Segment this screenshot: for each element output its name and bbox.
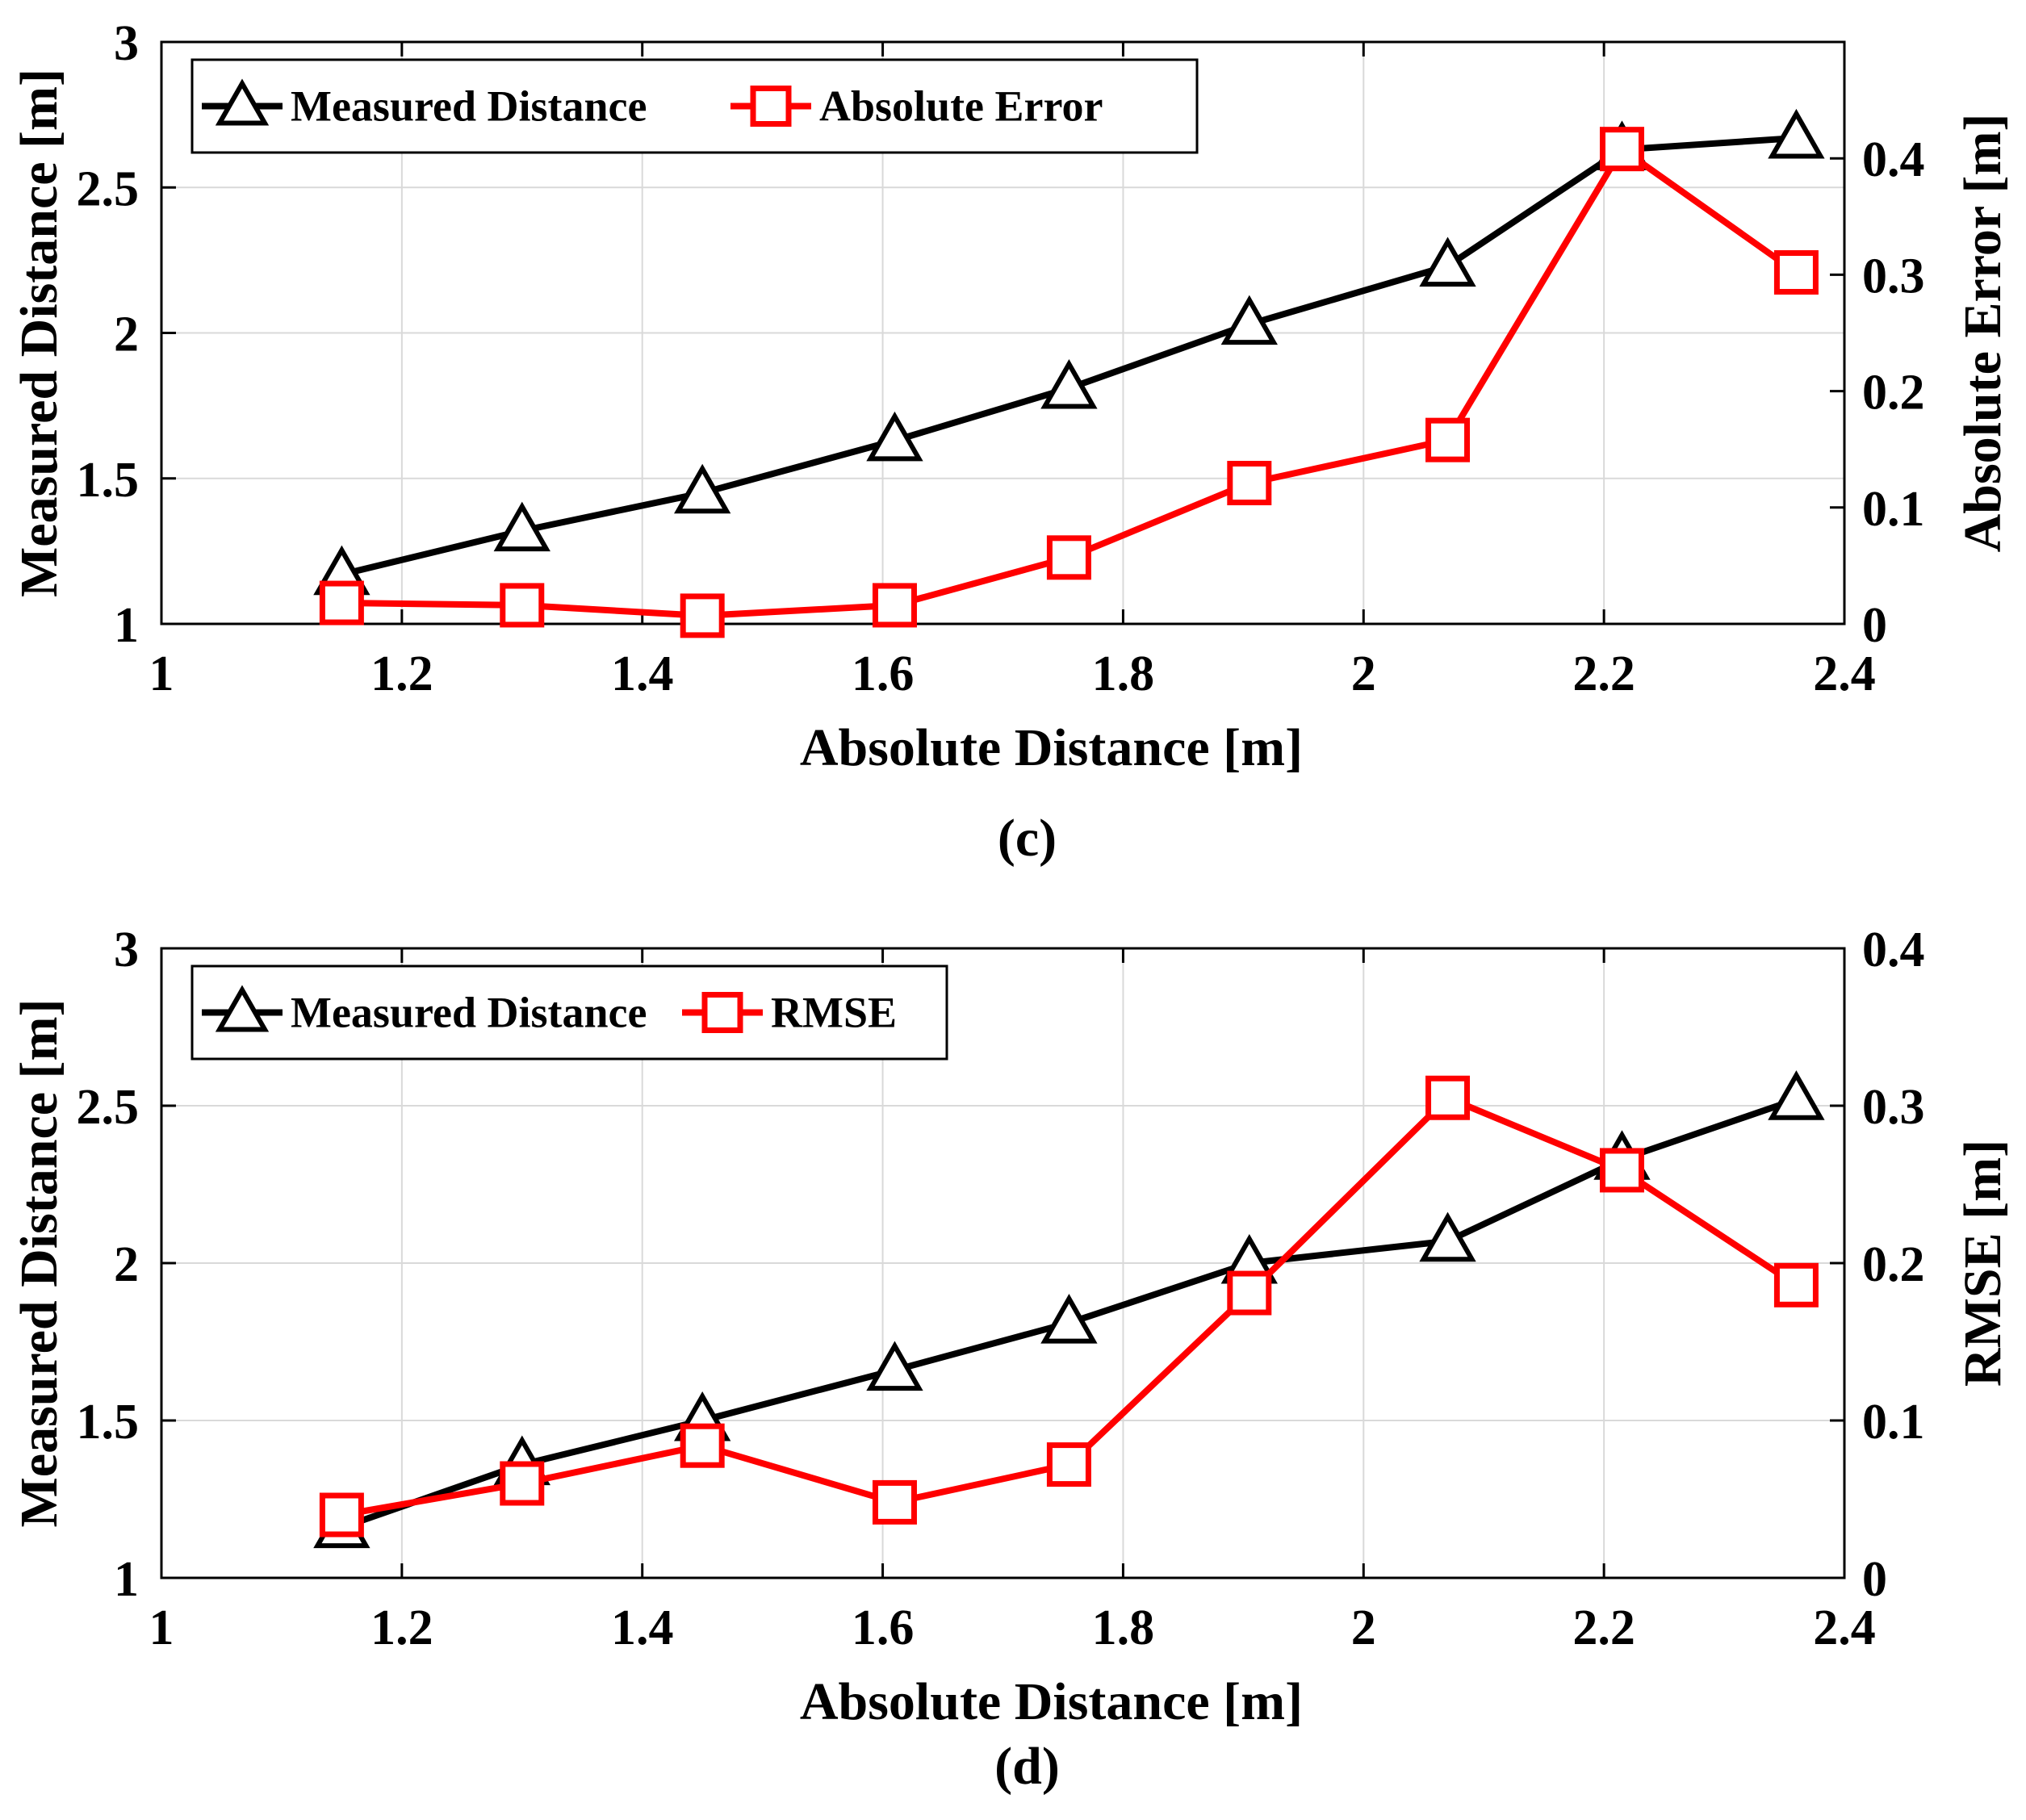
x-tick-label: 2.2 bbox=[1572, 646, 1635, 701]
y-axis-label: Measured Distance [m] bbox=[10, 999, 69, 1528]
x-tick-label: 1.2 bbox=[370, 1600, 433, 1655]
x-axis-label: Absolute Distance [m] bbox=[800, 1672, 1303, 1731]
square-marker bbox=[1046, 1442, 1091, 1487]
x-tick-label: 2.4 bbox=[1813, 646, 1876, 701]
panel-caption: (d) bbox=[994, 1737, 1060, 1796]
y-tick-label: 1.5 bbox=[77, 1395, 140, 1450]
y2-axis-label: Absolute Error [m] bbox=[1953, 114, 2012, 553]
y2-tick-label: 0 bbox=[1862, 1552, 1887, 1607]
y-tick-label: 3 bbox=[114, 923, 139, 977]
x-tick-label: 1.8 bbox=[1092, 646, 1155, 701]
square-marker bbox=[1773, 250, 1819, 295]
x-tick-label: 1 bbox=[149, 646, 174, 701]
y2-tick-label: 0.3 bbox=[1862, 1080, 1925, 1135]
triangle-marker bbox=[1768, 1070, 1825, 1120]
y2-tick-label: 0.1 bbox=[1862, 482, 1925, 537]
y-tick-label: 2 bbox=[114, 1237, 139, 1292]
y2-tick-label: 0.4 bbox=[1862, 132, 1925, 187]
triangle-marker bbox=[1419, 236, 1476, 287]
triangle-marker bbox=[674, 463, 731, 514]
square-marker bbox=[1599, 127, 1644, 172]
square-marker bbox=[1227, 461, 1272, 506]
triangle-marker bbox=[1040, 358, 1098, 409]
x-axis-label: Absolute Distance [m] bbox=[800, 718, 1303, 777]
panel-caption: (c) bbox=[998, 809, 1057, 868]
x-tick-label: 1 bbox=[149, 1600, 174, 1655]
y-tick-label: 1 bbox=[114, 598, 139, 653]
legend-label: RMSE bbox=[771, 989, 897, 1037]
x-tick-label: 1.2 bbox=[370, 646, 433, 701]
x-tick-label: 2.4 bbox=[1813, 1600, 1876, 1655]
square-marker bbox=[1425, 1075, 1471, 1120]
legend-triangle-icon bbox=[215, 985, 270, 1032]
grid bbox=[161, 948, 1844, 1578]
square-marker bbox=[1599, 1148, 1644, 1193]
square-marker bbox=[500, 1461, 545, 1506]
legend-triangle-icon bbox=[215, 78, 270, 126]
y2-tick-label: 0.1 bbox=[1862, 1395, 1925, 1450]
y-axis-label: Measured Distance [m] bbox=[10, 69, 69, 597]
square-marker bbox=[1046, 535, 1091, 580]
triangle-marker bbox=[1768, 108, 1825, 159]
square-marker bbox=[1425, 417, 1471, 462]
legend: Measured Distance Absolute Error bbox=[190, 58, 1199, 154]
triangle-marker bbox=[1220, 295, 1278, 345]
square-marker bbox=[680, 1423, 725, 1468]
series-rmse bbox=[319, 1075, 1819, 1538]
x-tick-label: 1.4 bbox=[611, 1600, 674, 1655]
y2-tick-label: 0.2 bbox=[1862, 1237, 1925, 1292]
square-marker bbox=[1227, 1270, 1272, 1316]
legend-box bbox=[190, 58, 1199, 154]
x-tick-label: 1.8 bbox=[1092, 1600, 1155, 1655]
chart-panel-d: 1 1.2 1.4 1.6 1.8 2 2.2 2.4 1 1.5 2 2.5 3 0 0.1 0.2 0.3 0… bbox=[10, 923, 2012, 1796]
square-marker bbox=[319, 580, 364, 625]
x-tick-label: 2 bbox=[1351, 1600, 1376, 1655]
triangle-marker bbox=[493, 501, 550, 552]
x-tick-label: 1.6 bbox=[852, 1600, 915, 1655]
triangle-marker bbox=[1040, 1294, 1098, 1344]
y2-tick-label: 0.4 bbox=[1862, 923, 1925, 977]
y2-tick-label: 0.3 bbox=[1862, 249, 1925, 303]
chart-panel-c: 1 1.2 1.4 1.6 1.8 2 2.2 2.4 1 1.5 2 2.5 3 0 0.1 0.2 0.3 0… bbox=[10, 16, 2012, 868]
square-marker bbox=[1773, 1262, 1819, 1307]
x-tick-label: 1.4 bbox=[611, 646, 674, 701]
y-tick-label: 2.5 bbox=[77, 1080, 140, 1135]
y-tick-label: 1.5 bbox=[77, 453, 140, 508]
legend-box bbox=[190, 964, 948, 1061]
y-tick-label: 2 bbox=[114, 308, 139, 362]
triangle-marker bbox=[1419, 1211, 1476, 1262]
series-measured-distance bbox=[313, 108, 1825, 596]
x-tick-label: 2 bbox=[1351, 646, 1376, 701]
square-marker bbox=[872, 1479, 917, 1525]
x-tick-label: 2.2 bbox=[1572, 1600, 1635, 1655]
legend-label: Measured Distance bbox=[291, 989, 647, 1037]
triangle-marker bbox=[866, 411, 923, 462]
legend-square-icon bbox=[701, 992, 743, 1033]
triangle-marker bbox=[866, 1341, 923, 1391]
legend-label: Measured Distance bbox=[291, 82, 647, 131]
y2-tick-label: 0 bbox=[1862, 598, 1887, 653]
y-tick-label: 1 bbox=[114, 1552, 139, 1607]
y-tick-label: 2.5 bbox=[77, 161, 140, 216]
square-marker bbox=[319, 1492, 364, 1538]
legend-label: Absolute Error bbox=[819, 82, 1103, 131]
y2-tick-label: 0.2 bbox=[1862, 366, 1925, 420]
square-marker bbox=[680, 593, 725, 638]
y-tick-label: 3 bbox=[114, 16, 139, 71]
legend: Measured Distance RMSE bbox=[190, 964, 948, 1061]
x-tick-label: 1.6 bbox=[852, 646, 915, 701]
square-marker bbox=[872, 583, 917, 628]
y2-axis-label: RMSE [m] bbox=[1953, 1140, 2012, 1387]
legend-square-icon bbox=[750, 86, 792, 127]
series-line bbox=[341, 134, 1797, 578]
square-marker bbox=[500, 583, 545, 628]
series-absolute-error bbox=[319, 127, 1819, 638]
